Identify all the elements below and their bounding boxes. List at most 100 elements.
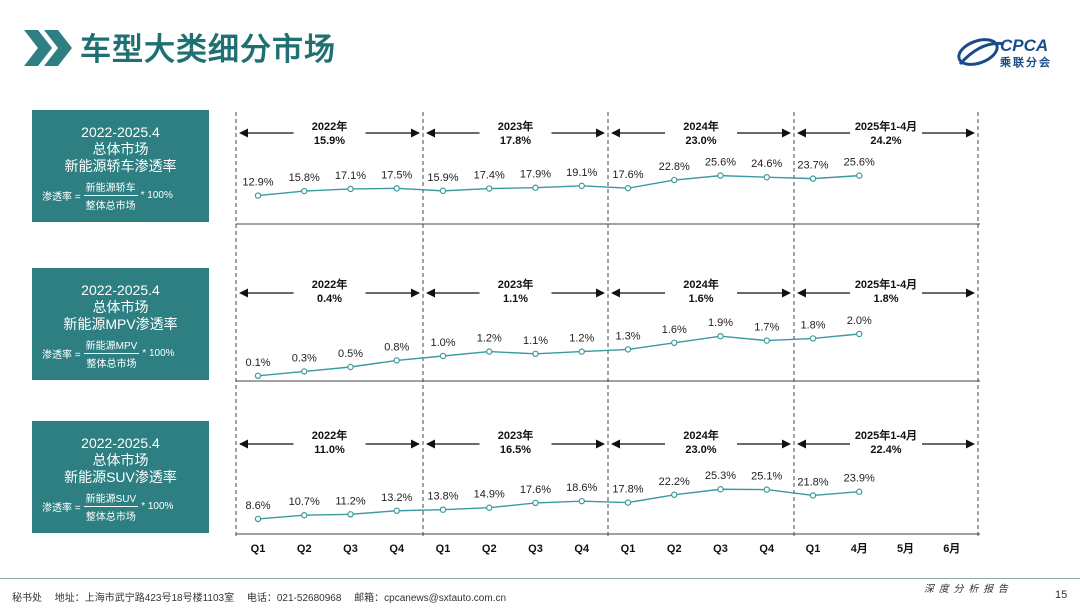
panel-period: 2022-2025.4 [81, 282, 160, 298]
data-point [486, 185, 493, 192]
panel-metric: 新能源MPV渗透率 [63, 316, 178, 332]
data-point [578, 348, 585, 355]
data-point [809, 492, 817, 499]
data-label: 1.2% [477, 333, 502, 345]
data-label: 25.3% [705, 470, 736, 482]
data-label: 1.3% [615, 330, 640, 342]
data-label: 22.8% [659, 161, 690, 173]
data-point [532, 499, 539, 507]
series-line [257, 174, 860, 197]
year-total-label: 1.6% [688, 293, 713, 305]
formula-numerator: 新能源轿车 [83, 179, 138, 196]
data-point [393, 185, 400, 192]
x-tick-label: 6月 [943, 542, 960, 555]
footer-email: 邮箱：cpcanews@sxtauto.com.cn [354, 593, 507, 604]
data-label: 1.8% [800, 319, 825, 331]
panel-market: 总体市场 [92, 141, 149, 157]
data-point [809, 335, 817, 342]
footer-office: 秘书处 [12, 593, 42, 604]
x-tick-label: Q3 [343, 543, 358, 555]
panel-period: 2022-2025.4 [81, 124, 160, 140]
formula-numerator: 新能源SUV [83, 490, 139, 507]
data-label: 18.6% [566, 482, 597, 494]
data-point [671, 339, 678, 346]
data-label: 0.3% [292, 352, 317, 364]
logo-subtitle: 乘联分会 [1000, 57, 1052, 69]
data-point [624, 499, 632, 506]
cpca-logo-icon [957, 38, 1005, 66]
panel-mpv: 2022-2025.4 总体市场 新能源MPV渗透率 渗透率 = 新能源MPV 整… [32, 268, 209, 380]
footer-phone: 电话：021-52680968 [246, 593, 342, 604]
data-label: 25.6% [705, 157, 736, 169]
data-label: 23.7% [797, 160, 828, 172]
x-tick-label: Q1 [251, 543, 266, 555]
data-point [347, 185, 354, 193]
year-total-label: 0.4% [317, 293, 342, 305]
formula-denominator: 整体总市场 [86, 359, 137, 370]
data-label: 11.2% [335, 495, 366, 507]
data-point [624, 346, 632, 353]
footer: 秘书处 地址：上海市武宁路423号18号楼1103室 电话：021-526809… [12, 589, 516, 604]
page-title: 车型大类细分市场 [80, 32, 336, 67]
x-tick-label: Q2 [297, 543, 312, 555]
formula-denominator: 整体总市场 [85, 512, 136, 523]
data-point [578, 182, 585, 190]
data-point [532, 184, 539, 191]
data-point [856, 172, 863, 179]
data-label: 17.1% [335, 170, 366, 182]
page-number: 15 [1055, 589, 1068, 601]
year-label: 2024年 [683, 277, 718, 291]
data-point [486, 348, 493, 355]
x-tick-label: Q4 [389, 543, 405, 555]
formula-label: 渗透率 = [42, 350, 81, 361]
data-label: 15.8% [289, 172, 320, 184]
data-point [301, 368, 308, 375]
footer-address: 地址：上海市武宁路423号18号楼1103室 [54, 593, 235, 604]
year-label: 2023年 [498, 119, 533, 133]
footer-tag: 深 度 分 析 报 告 [924, 584, 1009, 595]
data-point [717, 486, 724, 493]
data-label: 15.9% [427, 172, 458, 184]
data-label: 17.9% [520, 169, 551, 181]
data-point [486, 504, 493, 511]
data-label: 8.6% [245, 500, 270, 512]
penetration-formula: 渗透率 = 新能源轿车 整体总市场 * 100% [42, 179, 173, 212]
panel-market: 总体市场 [92, 452, 149, 468]
data-point [301, 512, 308, 519]
data-point [671, 491, 678, 498]
panel-suv: 2022-2025.4 总体市场 新能源SUV渗透率 渗透率 = 新能源SUV 整… [32, 421, 209, 533]
formula-denominator: 整体总市场 [85, 201, 136, 212]
formula-multiplier: * 100% [142, 348, 175, 359]
penetration-line-chart: 2022年 15.9% 2023年 17.8% 2024年 23.0% 2025年1-4月 2… [235, 112, 980, 555]
data-label: 17.6% [612, 169, 643, 181]
year-label: 2022年 [312, 428, 347, 442]
series-line [257, 333, 860, 377]
data-label: 1.0% [430, 337, 455, 349]
data-point [671, 176, 678, 184]
year-total-label: 24.2% [870, 135, 901, 147]
data-point [254, 372, 262, 379]
data-label: 23.9% [844, 473, 875, 485]
data-label: 1.6% [662, 324, 687, 336]
year-label: 2024年 [683, 119, 718, 133]
data-label: 17.5% [381, 169, 412, 181]
data-label: 14.9% [474, 489, 505, 501]
data-point [809, 175, 817, 182]
penetration-formula: 渗透率 = 新能源SUV 整体总市场 * 100% [42, 490, 173, 523]
data-label: 22.2% [659, 476, 690, 488]
data-point [301, 187, 308, 195]
year-total-label: 15.9% [314, 135, 345, 147]
data-label: 17.6% [520, 484, 551, 496]
panel-period: 2022-2025.4 [81, 435, 160, 451]
data-point [254, 515, 262, 523]
data-label: 1.2% [569, 333, 594, 345]
year-label: 2024年 [683, 428, 718, 442]
formula-multiplier: * 100% [140, 190, 173, 201]
year-total-label: 23.0% [685, 135, 716, 147]
formula-multiplier: * 100% [141, 501, 174, 512]
data-label: 2.0% [847, 315, 872, 327]
year-total-label: 1.1% [503, 293, 528, 305]
year-label: 2025年1-4月 [855, 277, 917, 291]
data-point [439, 187, 447, 195]
data-point [439, 506, 447, 513]
